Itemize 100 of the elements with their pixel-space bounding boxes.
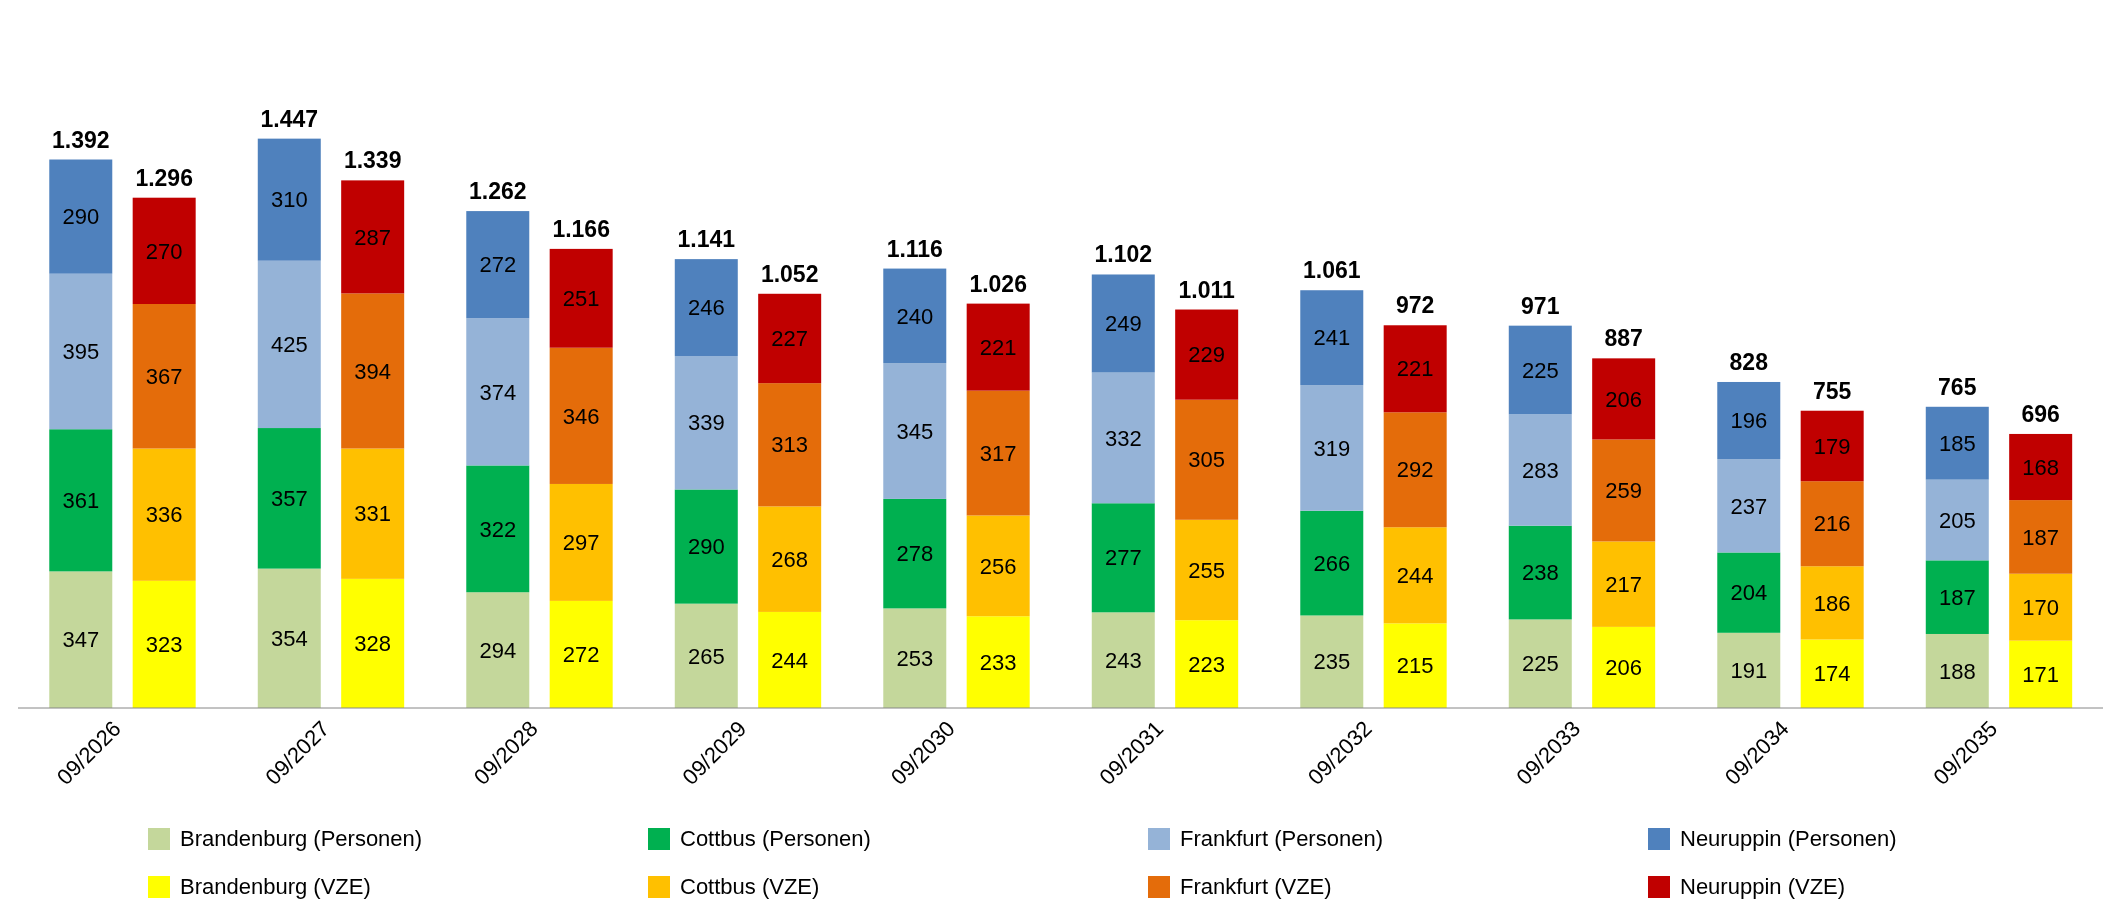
data-label: 347: [62, 627, 100, 653]
data-label: 290: [62, 204, 100, 230]
data-label: 170: [2022, 594, 2060, 620]
legend-label: Frankfurt (VZE): [1180, 874, 1332, 900]
data-label: 206: [1605, 655, 1643, 681]
total-label: 1.102: [1094, 241, 1153, 268]
bar: [49, 159, 113, 274]
bar: [1800, 481, 1864, 567]
data-label: 221: [1396, 356, 1434, 382]
total-label: 1.116: [886, 235, 943, 262]
data-label: 278: [896, 541, 934, 567]
data-label: 255: [1188, 557, 1226, 583]
bar: [1925, 406, 1989, 480]
total-label: 1.262: [468, 178, 527, 205]
data-label: 243: [1104, 647, 1142, 673]
data-label: 174: [1813, 661, 1851, 687]
data-label: 187: [1938, 584, 1976, 610]
bar: [2009, 433, 2073, 501]
bar: [1175, 399, 1239, 520]
data-label: 225: [1521, 651, 1559, 677]
total-label: 1.339: [343, 147, 402, 174]
data-label: 319: [1313, 435, 1351, 461]
legend-label: Brandenburg (VZE): [180, 874, 371, 900]
total-label: 1.141: [677, 226, 736, 253]
bar: [1300, 510, 1364, 616]
data-label: 238: [1521, 560, 1559, 586]
data-label: 310: [270, 187, 308, 213]
bar: [1592, 439, 1656, 542]
data-label: 191: [1730, 658, 1768, 684]
data-label: 294: [479, 637, 517, 663]
bar: [758, 611, 822, 708]
bar: [1717, 552, 1781, 633]
data-label: 241: [1313, 325, 1351, 351]
total-label: 1.011: [1178, 276, 1236, 303]
bar: [549, 248, 613, 348]
bar: [883, 498, 947, 609]
data-label: 179: [1813, 433, 1851, 459]
bar: [1300, 385, 1364, 511]
data-label: 233: [979, 649, 1017, 675]
bar: [1383, 623, 1447, 708]
bar: [49, 429, 113, 572]
data-label: 272: [562, 642, 600, 668]
data-label: 204: [1730, 580, 1768, 606]
data-label: 253: [896, 645, 934, 671]
bar: [1091, 503, 1155, 613]
bar: [966, 616, 1030, 708]
bar: [1508, 619, 1572, 708]
bar: [466, 592, 530, 708]
data-label: 227: [771, 326, 809, 352]
data-label: 265: [687, 643, 725, 669]
bar: [1925, 560, 1989, 634]
bar: [1091, 372, 1155, 504]
bar: [966, 515, 1030, 617]
bar: [1592, 626, 1656, 708]
bar: [257, 260, 321, 429]
total-label: 755: [1812, 377, 1852, 404]
bar: [549, 347, 613, 484]
bar: [1383, 527, 1447, 624]
bar: [341, 180, 405, 294]
bar: [883, 363, 947, 499]
bar: [2009, 640, 2073, 708]
data-label: 345: [896, 418, 934, 444]
data-label: 268: [771, 546, 809, 572]
bar: [132, 304, 196, 449]
bar: [966, 390, 1030, 516]
bar: [1800, 566, 1864, 640]
data-label: 237: [1730, 493, 1768, 519]
legend-label: Cottbus (Personen): [680, 826, 871, 852]
data-label: 317: [979, 440, 1017, 466]
data-label: 217: [1605, 571, 1643, 597]
data-label: 336: [145, 502, 183, 528]
bar: [1717, 459, 1781, 553]
data-label: 244: [771, 647, 809, 673]
legend-label: Cottbus (VZE): [680, 874, 820, 900]
bar: [1175, 620, 1239, 708]
bar: [257, 428, 321, 569]
data-label: 188: [1938, 658, 1976, 684]
bar: [1592, 358, 1656, 440]
bar: [549, 483, 613, 601]
data-label: 216: [1813, 511, 1851, 537]
data-label: 283: [1521, 457, 1559, 483]
bar: [1300, 290, 1364, 386]
bar: [132, 448, 196, 581]
bar: [1717, 381, 1781, 460]
legend-label: Frankfurt (Personen): [1180, 826, 1383, 852]
data-label: 425: [270, 332, 308, 358]
bar: [1175, 519, 1239, 621]
bar: [466, 318, 530, 466]
data-label: 185: [1938, 430, 1976, 456]
bar: [1592, 541, 1656, 627]
bar: [2009, 573, 2073, 641]
bar: [1925, 633, 1989, 708]
data-label: 354: [270, 626, 308, 652]
bar: [1508, 325, 1572, 415]
bar: [1800, 410, 1864, 482]
data-label: 277: [1104, 545, 1142, 571]
bar: [49, 571, 113, 708]
total-label: 1.392: [51, 126, 110, 153]
bar: [1300, 615, 1364, 708]
data-label: 292: [1396, 457, 1434, 483]
